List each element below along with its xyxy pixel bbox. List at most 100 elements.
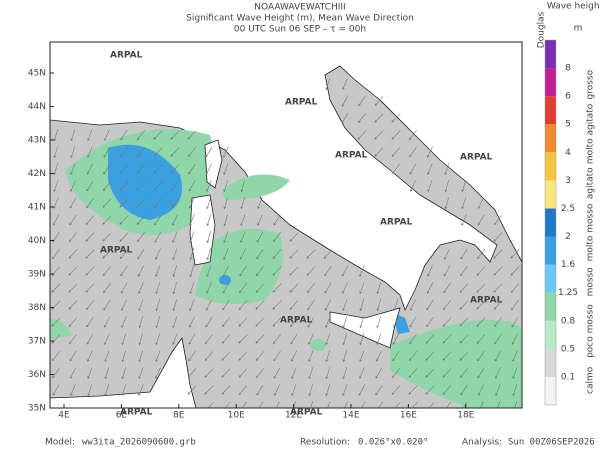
arrow [410,180,416,192]
scale-class: agitato [586,167,596,199]
arrow [51,317,61,327]
wave-field [108,144,182,220]
arrow [427,265,433,277]
arrow [53,146,58,158]
arrow [221,351,231,361]
arrow [104,333,110,345]
arrow [342,299,348,311]
arrow [155,350,161,362]
time: 00 UTC Sun 06 SEP – τ = 00h [234,25,366,35]
lon-label: 4E [58,411,70,421]
arrow [445,401,451,408]
direction-arrows [51,78,520,408]
arrow [494,215,502,226]
arrow [119,181,129,191]
arrow [272,334,281,344]
arrow [102,181,112,191]
arrow [119,215,129,225]
wave-field [222,174,290,200]
arrow [273,367,281,379]
arrow [511,299,519,311]
arrow [494,333,502,345]
watermark: ARPAL [285,98,318,108]
colorbar-segment [545,348,556,377]
arrow [204,368,214,378]
arrow [444,197,449,209]
arrow [68,300,78,310]
arrow [512,384,518,396]
colorbar-segment [545,68,556,97]
arrow [223,163,229,175]
arrow [511,316,519,328]
colorbar-label: 2 [565,232,571,242]
arrow [85,249,95,259]
arrow [408,368,418,378]
arrow [495,367,501,379]
arrow [325,367,330,379]
arrow [51,334,61,344]
arrow [374,147,384,157]
wave-field [310,339,326,351]
footer-value: Sun 00Z06SEP2026 [508,438,595,448]
arrow [136,147,146,157]
colorbar-label: 6 [565,92,571,102]
arrow [206,282,212,294]
arrow [205,299,213,311]
arrow [86,333,94,345]
arrow [103,283,111,294]
arrow [308,350,314,362]
arrow [69,197,77,209]
colorbar-label: 1.6 [561,260,576,270]
arrow [136,181,146,191]
arrow [375,367,383,379]
arrow [189,231,195,243]
arrow [238,368,248,378]
arrow [426,282,434,294]
colorbar-segment [545,124,556,153]
arrow [155,367,161,379]
arrow [206,214,212,226]
arrow [52,384,60,396]
arrow [391,147,401,157]
wave-field [390,319,522,408]
arrow [306,283,315,293]
arrow [255,283,265,293]
lon-label: 16E [400,411,417,421]
arrow [272,317,282,327]
arrow [327,401,331,408]
arrow [308,384,313,396]
arrow [224,402,231,408]
colorbar-label: 4 [565,148,571,158]
scale-class: poco mosso [586,304,596,358]
colorbar-segment [545,40,556,69]
arrow [189,248,194,260]
arrow [459,300,469,310]
arrow [255,351,265,361]
arrow [289,266,299,276]
arrow [259,401,263,408]
arrow [136,215,146,225]
arrow [272,300,282,310]
watermark: ARPAL [380,218,413,228]
arrow [87,384,93,396]
arrow [222,282,230,294]
arrow [425,351,435,361]
arrow [223,146,229,158]
arrow [121,367,126,379]
arrow [255,300,265,310]
footer-label: Analysis: [462,438,502,448]
arrow [189,299,195,311]
arrow [476,300,486,310]
arrow [189,197,195,209]
arrow [359,367,365,379]
arrow [273,214,281,226]
arrow [155,333,161,345]
arrow [460,248,468,260]
arrow [138,333,143,345]
scale-class: calmo [586,366,596,394]
arrow [138,367,144,379]
arrow [155,265,161,277]
lon-label: 14E [342,411,359,421]
arrow [104,129,110,141]
